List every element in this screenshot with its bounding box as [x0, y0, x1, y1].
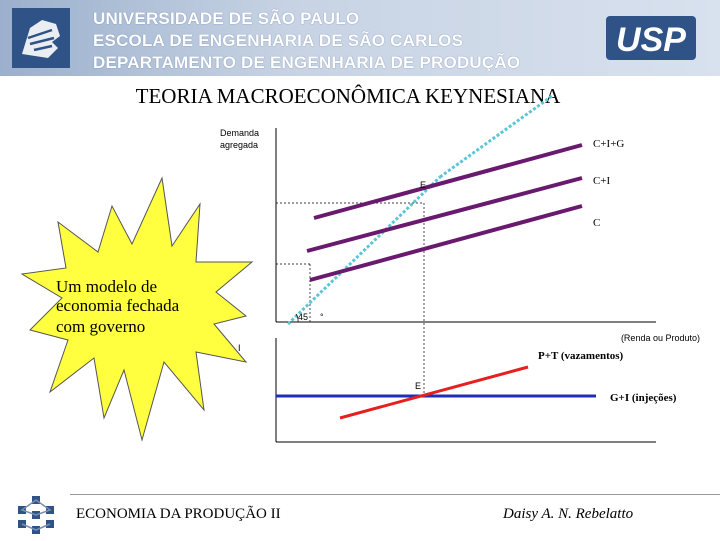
starburst-callout: [20, 176, 254, 442]
footer-course: ECONOMIA DA PRODUÇÃO II: [76, 506, 281, 522]
line-c-plus-i: [306, 176, 583, 253]
usp-logo: USP: [606, 16, 696, 60]
footer-logo: [14, 494, 58, 536]
starburst-line-1: Um modelo de: [56, 277, 157, 296]
top-y-axis-label: Demanda agregada: [220, 128, 262, 150]
starburst-line-3: com governo: [56, 317, 145, 336]
university-name: UNIVERSIDADE DE SÃO PAULO: [93, 9, 360, 28]
injection-label: G+I (injeções): [610, 392, 677, 404]
guide-45-line: [286, 175, 442, 326]
angle-arc: [295, 313, 299, 323]
footer-rule: [70, 494, 720, 495]
header-band: UNIVERSIDADE DE SÃO PAULO ESCOLA DE ENGE…: [0, 0, 720, 76]
top-x-axis-label: (Renda ou Produto): [621, 333, 700, 343]
starburst-line-2: economia fechada: [56, 296, 180, 315]
leakage-label: P+T (vazamentos): [538, 350, 624, 362]
starburst-text: Um modelo de economia fechada com govern…: [56, 277, 183, 336]
line-c-plus-i-plus-g: [313, 143, 583, 220]
footer-author: Daisy A. N. Rebelatto: [503, 506, 634, 522]
eesc-logo: [12, 8, 70, 68]
label-c-plus-i: C+I: [593, 175, 611, 187]
page-title: TEORIA MACROECONÔMICA KEYNESIANA: [135, 84, 561, 108]
angle-degree: °: [320, 312, 324, 322]
bottom-y-axis-label: I: [238, 343, 241, 353]
leakage-line: [339, 365, 529, 420]
top-equilibrium-label: E: [420, 180, 426, 190]
bottom-equilibrium-label: E: [415, 381, 421, 391]
label-c-plus-i-plus-g: C+I+G: [593, 138, 624, 150]
usp-logo-text: USP: [616, 21, 686, 59]
guide-45-line-upper: [439, 94, 553, 179]
department-name: DEPARTAMENTO DE ENGENHARIA DE PRODUÇÃO: [93, 53, 521, 72]
angle-number: 45: [298, 312, 308, 322]
label-c: C: [593, 217, 600, 229]
line-c: [309, 204, 583, 282]
school-name: ESCOLA DE ENGENHARIA DE SÃO CARLOS: [93, 31, 464, 50]
